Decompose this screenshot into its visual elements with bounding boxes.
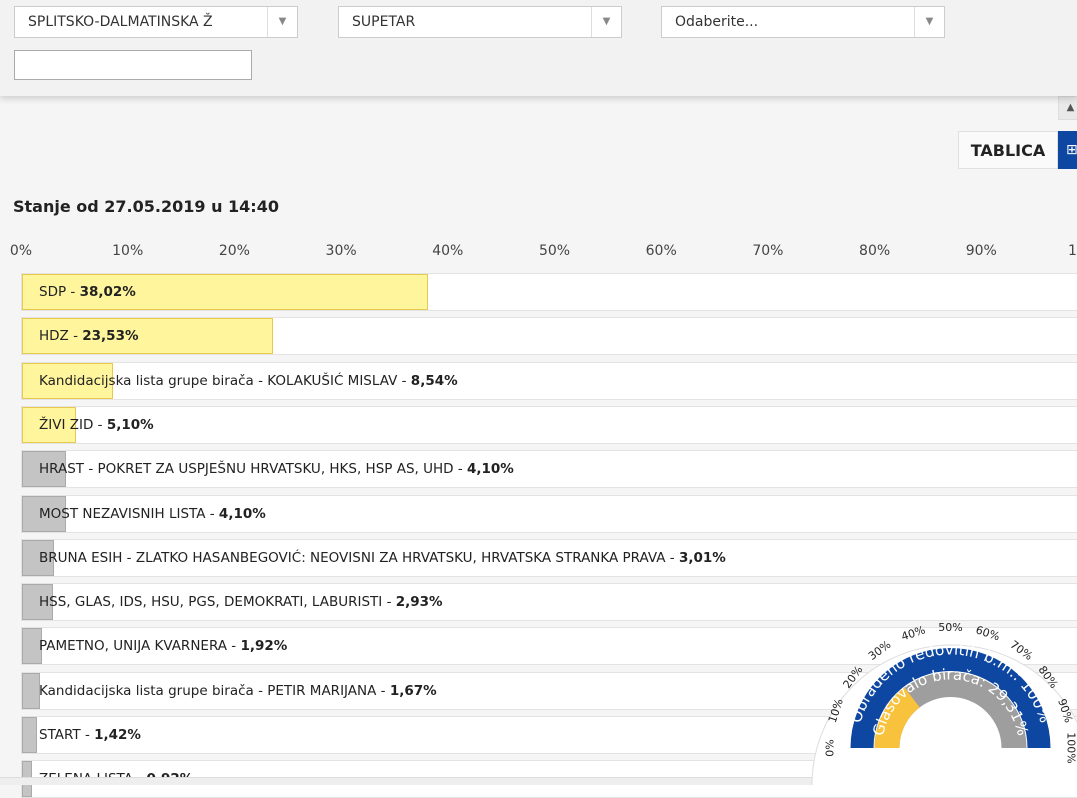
party-name: Kandidacijska lista grupe birača - KOLAK… xyxy=(39,373,397,389)
table-grid-icon[interactable]: ⊞ xyxy=(1058,131,1077,169)
result-label: START - 1,42% xyxy=(39,717,141,753)
chevron-down-icon[interactable]: ▼ xyxy=(591,7,621,37)
party-name: ŽIVI ZID xyxy=(39,417,93,433)
party-percent: 4,10% xyxy=(219,506,266,522)
party-percent: 4,10% xyxy=(467,461,514,477)
party-percent: 2,93% xyxy=(396,594,443,610)
axis-tick: 70% xyxy=(752,243,783,259)
gauge-tick: 30% xyxy=(866,638,893,663)
result-row: Kandidacijska lista grupe birača - KOLAK… xyxy=(21,362,1077,400)
municipality-select[interactable]: SUPETAR ▼ xyxy=(338,6,622,38)
party-percent: 1,42% xyxy=(94,727,141,743)
axis-tick: 80% xyxy=(859,243,890,259)
filter-bar: SPLITSKO-DALMATINSKA Ž ▼ SUPETAR ▼ Odabe… xyxy=(0,0,1077,96)
result-label: HDZ - 23,53% xyxy=(39,318,139,354)
axis-tick: 30% xyxy=(326,243,357,259)
gauge-tick: 60% xyxy=(974,623,1001,643)
table-view-button[interactable]: TABLICA xyxy=(958,131,1058,169)
axis-tick: 60% xyxy=(646,243,677,259)
result-row: HRAST - POKRET ZA USPJEŠNU HRVATSKU, HKS… xyxy=(21,450,1077,488)
axis-tick: 10% xyxy=(112,243,143,259)
county-select[interactable]: SPLITSKO-DALMATINSKA Ž ▼ xyxy=(14,6,298,38)
turnout-gauge: Obrađeno redovitih b.m.: 100% Glasovalo … xyxy=(800,600,1077,785)
result-bar xyxy=(22,717,37,753)
result-label: ŽIVI ZID - 5,10% xyxy=(39,407,154,443)
axis-tick: 100% xyxy=(1068,243,1077,259)
result-row: HDZ - 23,53% xyxy=(21,317,1077,355)
axis-tick: 50% xyxy=(539,243,570,259)
axis-tick: 40% xyxy=(432,243,463,259)
gauge-tick: 100% xyxy=(1065,732,1077,763)
result-label: Kandidacijska lista grupe birača - PETIR… xyxy=(39,673,437,709)
party-percent: 8,54% xyxy=(411,373,458,389)
text-input[interactable] xyxy=(14,50,252,80)
chevron-down-icon[interactable]: ▼ xyxy=(267,7,297,37)
result-label: PAMETNO, UNIJA KVARNERA - 1,92% xyxy=(39,628,287,664)
result-label: Kandidacijska lista grupe birača - KOLAK… xyxy=(39,363,458,399)
axis-tick: 20% xyxy=(219,243,250,259)
polling-station-placeholder: Odaberite... xyxy=(675,14,758,30)
party-percent: 3,01% xyxy=(679,550,726,566)
party-percent: 1,67% xyxy=(390,683,437,699)
result-label: HRAST - POKRET ZA USPJEŠNU HRVATSKU, HKS… xyxy=(39,451,514,487)
axis-tick: 0% xyxy=(10,243,32,259)
result-bar xyxy=(22,673,40,709)
gauge-tick: 0% xyxy=(824,739,837,756)
party-percent: 38,02% xyxy=(80,284,136,300)
party-percent: 5,10% xyxy=(107,417,154,433)
result-label: SDP - 38,02% xyxy=(39,274,136,310)
party-name: MOST NEZAVISNIH LISTA xyxy=(39,506,205,522)
result-row: MOST NEZAVISNIH LISTA - 4,10% xyxy=(21,495,1077,533)
municipality-value: SUPETAR xyxy=(352,14,415,30)
result-label: BRUNA ESIH - ZLATKO HASANBEGOVIĆ: NEOVIS… xyxy=(39,540,726,576)
status-timestamp: Stanje od 27.05.2019 u 14:40 xyxy=(13,197,279,216)
party-name: Kandidacijska lista grupe birača - PETIR… xyxy=(39,683,376,699)
party-name: START xyxy=(39,727,81,743)
party-name: PAMETNO, UNIJA KVARNERA xyxy=(39,638,227,654)
collapse-up-icon[interactable]: ▲ xyxy=(1058,96,1077,120)
party-percent: 23,53% xyxy=(82,328,138,344)
polling-station-select[interactable]: Odaberite... ▼ xyxy=(661,6,945,38)
party-name: BRUNA ESIH - ZLATKO HASANBEGOVIĆ: NEOVIS… xyxy=(39,550,666,566)
party-name: HRAST - POKRET ZA USPJEŠNU HRVATSKU, HKS… xyxy=(39,461,454,477)
result-row: SDP - 38,02% xyxy=(21,273,1077,311)
party-name: HDZ xyxy=(39,328,69,344)
result-label: MOST NEZAVISNIH LISTA - 4,10% xyxy=(39,496,266,532)
party-name: HSS, GLAS, IDS, HSU, PGS, DEMOKRATI, LAB… xyxy=(39,594,382,610)
gauge-tick: 40% xyxy=(900,623,927,643)
result-label: HSS, GLAS, IDS, HSU, PGS, DEMOKRATI, LAB… xyxy=(39,584,443,620)
county-value: SPLITSKO-DALMATINSKA Ž xyxy=(28,14,213,30)
axis-tick: 90% xyxy=(966,243,997,259)
result-row: ŽIVI ZID - 5,10% xyxy=(21,406,1077,444)
gauge-tick: 50% xyxy=(938,621,962,634)
chevron-down-icon[interactable]: ▼ xyxy=(914,7,944,37)
party-percent: 1,92% xyxy=(240,638,287,654)
party-name: SDP xyxy=(39,284,66,300)
result-row: BRUNA ESIH - ZLATKO HASANBEGOVIĆ: NEOVIS… xyxy=(21,539,1077,577)
